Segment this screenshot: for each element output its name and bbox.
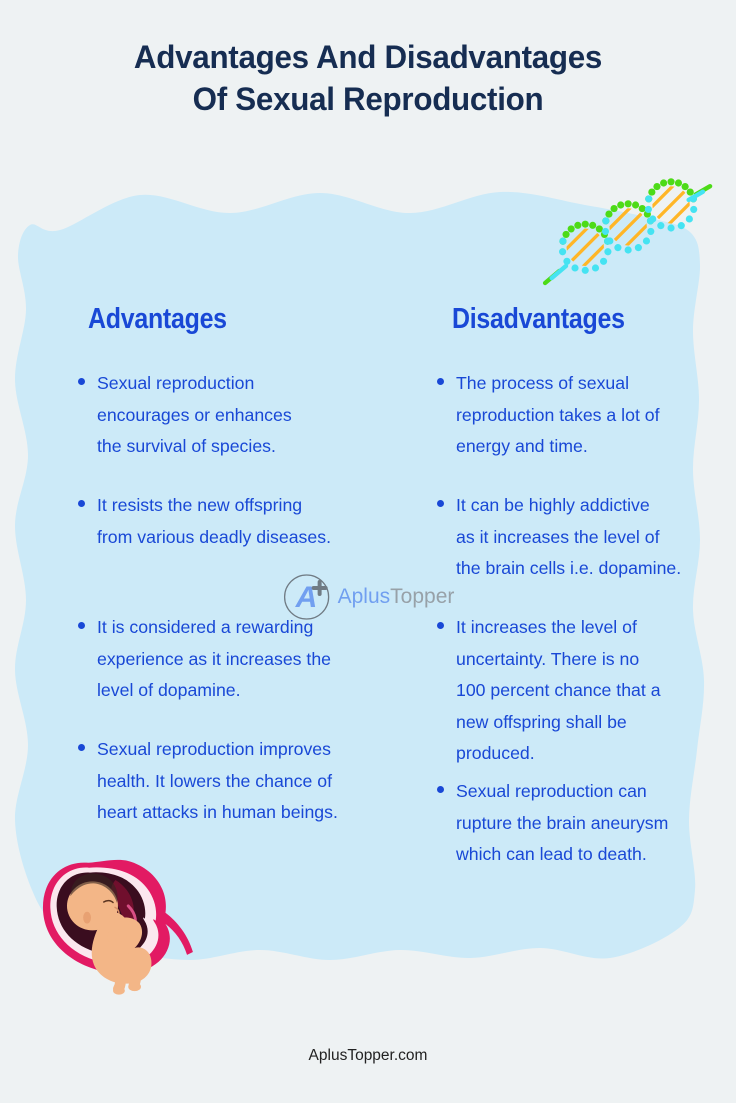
- svg-text:A: A: [295, 581, 318, 614]
